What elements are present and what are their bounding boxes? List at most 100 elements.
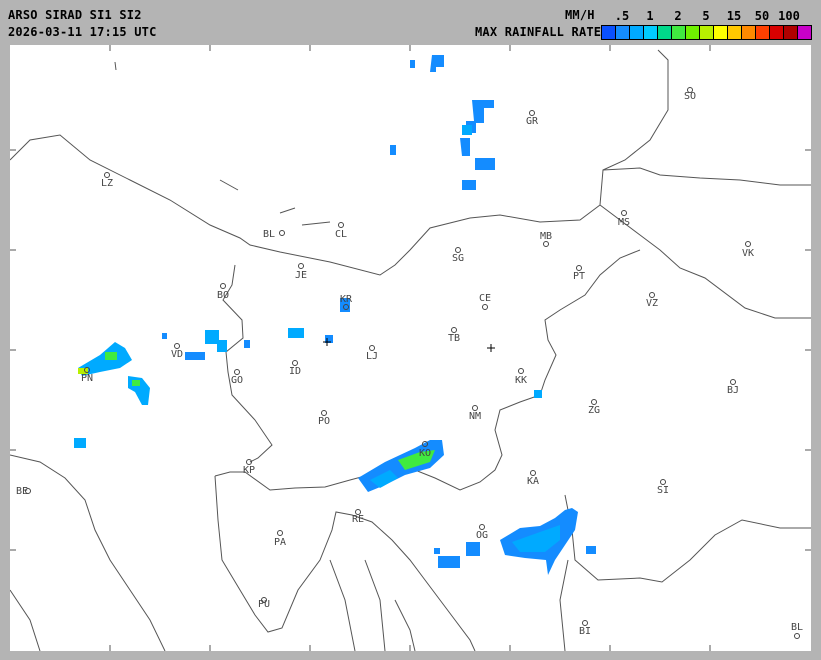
city-marker-icon <box>104 172 110 178</box>
legend-tick: 15 <box>726 9 742 23</box>
city-marker-icon <box>369 345 375 351</box>
radar-echoes <box>74 55 596 575</box>
city-marker-icon <box>591 399 597 405</box>
legend-swatch <box>644 26 658 39</box>
city-label: VD <box>171 349 183 360</box>
rain-cell <box>325 335 333 343</box>
rain-cell <box>466 542 480 556</box>
legend-tick: 2 <box>674 9 682 23</box>
city-marker-icon <box>422 441 428 447</box>
rain-cell <box>462 125 472 135</box>
city-label: SI <box>657 485 669 496</box>
unit-label: MM/H <box>565 8 595 22</box>
legend-swatch <box>602 26 616 39</box>
legend-tick: 100 <box>778 9 800 23</box>
radar-site-icon <box>487 344 495 352</box>
legend-swatch <box>770 26 784 39</box>
legend-tick: 5 <box>702 9 710 23</box>
radar-site-icon <box>323 338 331 346</box>
city-marker-icon <box>455 247 461 253</box>
rain-cell <box>434 548 440 554</box>
rain-cell <box>205 330 227 352</box>
city-label: PT <box>573 271 585 282</box>
city-marker-icon <box>479 524 485 530</box>
legend-tick: 1 <box>646 9 654 23</box>
rain-cell <box>74 438 86 448</box>
city-marker-icon <box>530 470 536 476</box>
legend-ticks: .5 1 2 5 15 50 100 <box>600 9 820 23</box>
rain-cell <box>430 55 444 72</box>
city-marker-icon <box>246 459 252 465</box>
city-marker-icon <box>338 222 344 228</box>
city-label: MS <box>618 217 630 228</box>
rain-cell <box>78 368 88 374</box>
city-label: SO <box>684 91 696 102</box>
rain-cell <box>475 158 495 170</box>
radar-map[interactable]: SO GR LZ BL CL MS MB VK SG JE PT BO CE KR VZ TB VD LJ PN ID… <box>9 45 811 652</box>
rain-cell <box>370 470 398 488</box>
city-marker-icon <box>660 479 666 485</box>
legend-swatch <box>784 26 798 39</box>
legend-swatch <box>728 26 742 39</box>
legend-tick: 50 <box>754 9 770 23</box>
city-label: VZ <box>646 298 658 309</box>
city-label: JE <box>295 270 307 281</box>
city-label: ZG <box>588 405 600 416</box>
rain-cell <box>244 340 250 348</box>
city-label: KK <box>515 375 527 386</box>
timestamp: 2026-03-11 17:15 UTC <box>8 25 157 39</box>
legend-swatch <box>756 26 770 39</box>
city-marker-icon <box>277 530 283 536</box>
city-label: CE <box>479 293 491 304</box>
legend-tick: .5 <box>614 9 630 23</box>
rain-cell <box>410 60 415 68</box>
legend-swatch <box>616 26 630 39</box>
city-marker-icon <box>730 379 736 385</box>
rain-cell <box>398 450 435 470</box>
city-label: KP <box>243 465 255 476</box>
city-marker-icon <box>174 343 180 349</box>
city-label: SG <box>452 253 464 264</box>
city-label: BE <box>16 486 28 497</box>
city-label: LJ <box>366 351 378 362</box>
city-label: BI <box>579 626 591 637</box>
city-label: KR <box>340 294 353 305</box>
city-label: KO <box>419 448 431 459</box>
city-label: MB <box>540 231 552 242</box>
city-marker-icon <box>321 410 327 416</box>
city-marker-icon <box>234 369 240 375</box>
city-marker-icon <box>576 265 582 271</box>
city-label: BL <box>791 622 803 633</box>
city-label: PN <box>81 373 93 384</box>
legend-swatch <box>700 26 714 39</box>
city-marker-icon <box>343 304 349 310</box>
map-canvas: SO GR LZ BL CL MS MB VK SG JE PT BO CE KR VZ TB VD LJ PN ID… <box>9 45 811 652</box>
rain-cell <box>358 440 444 492</box>
rain-cell <box>534 390 542 398</box>
city-label: GR <box>526 116 539 127</box>
city-label: NM <box>469 411 481 422</box>
rain-cell <box>438 556 460 568</box>
color-scale <box>601 25 812 40</box>
city-label: ID <box>289 366 301 377</box>
city-marker-icon <box>261 597 267 603</box>
crosshair-markers <box>323 338 495 352</box>
legend-swatch <box>742 26 756 39</box>
rain-cell <box>105 352 117 360</box>
legend-swatch <box>630 26 644 39</box>
city-marker-icon <box>687 87 693 93</box>
city-marker-icon <box>451 327 457 333</box>
city-marker-icon <box>518 368 524 374</box>
rain-cell <box>185 352 205 360</box>
city-label: GO <box>231 375 243 386</box>
legend-swatch <box>714 26 728 39</box>
city-marker-icon <box>279 230 285 236</box>
rain-cell <box>462 180 476 190</box>
city-label: KA <box>527 476 539 487</box>
rain-cell <box>512 525 560 552</box>
rain-cell <box>586 546 596 554</box>
city-label: LZ <box>101 178 113 189</box>
legend-title: MAX RAINFALL RATE <box>475 25 602 39</box>
rain-cell <box>132 380 140 386</box>
